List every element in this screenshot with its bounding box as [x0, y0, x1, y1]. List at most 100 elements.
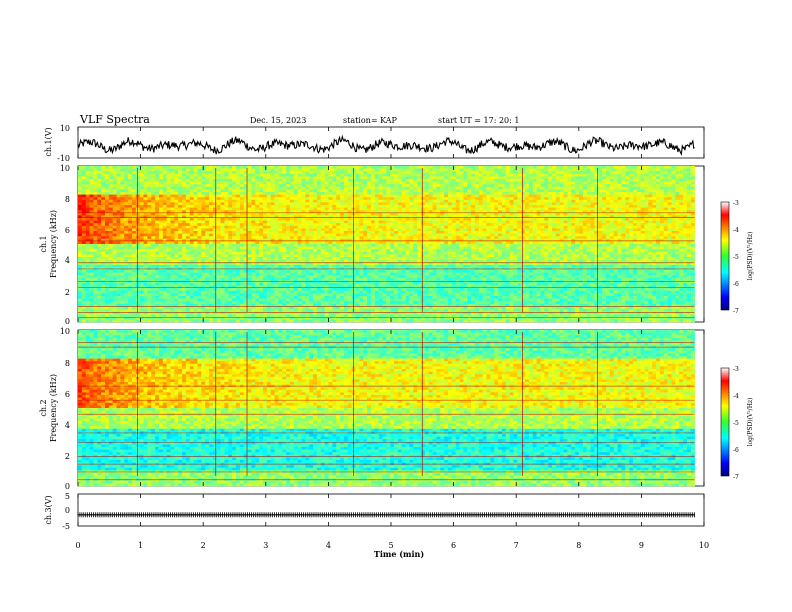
spectrogram-cell	[112, 181, 117, 185]
spectrogram-cell	[459, 215, 464, 219]
spectrogram-cell	[367, 176, 372, 180]
spectrogram-cell	[135, 207, 140, 211]
spectrogram-cell	[93, 231, 98, 234]
spectrogram-cell	[289, 238, 295, 242]
spectrogram-cell	[78, 192, 83, 195]
spectrogram-cell	[463, 171, 468, 175]
spectrogram-cell	[683, 207, 688, 211]
spectrogram-cell	[471, 168, 476, 172]
spectrogram-cell	[420, 225, 426, 229]
spectrogram-cell	[363, 228, 368, 232]
spectrogram-cell	[559, 184, 564, 188]
spectrogram-cell	[174, 205, 179, 208]
spectrogram-cell	[644, 212, 649, 216]
spectrogram-cell	[239, 212, 245, 216]
spectrogram-cell	[486, 210, 491, 214]
spectrogram-cell	[663, 215, 668, 219]
spectrogram-cell	[243, 233, 248, 237]
spectrogram-cell	[501, 189, 507, 193]
spectrogram-cell	[667, 241, 672, 245]
spectrogram-cell	[478, 238, 483, 242]
spectrogram-cell	[640, 186, 645, 190]
spectrogram-cell	[636, 220, 641, 224]
spectrogram-cell	[447, 186, 453, 190]
spectrogram-cell	[505, 186, 510, 190]
spectrogram-cell	[120, 231, 125, 234]
spectrogram-cell	[432, 210, 437, 214]
spectrogram-cell	[274, 181, 279, 185]
spectrogram-cell	[332, 192, 337, 195]
spectrogram-cell	[571, 233, 576, 237]
spectrogram-cell	[640, 238, 645, 242]
spectrogram-cell	[467, 218, 472, 221]
spectrogram-cell	[97, 220, 102, 224]
spectrogram-cell	[143, 210, 148, 214]
spectrogram-cell	[459, 197, 464, 201]
spectrogram-cell	[567, 205, 572, 208]
spectrogram-cell	[521, 207, 526, 211]
spectrogram-cell	[293, 241, 298, 245]
spectrogram-cell	[85, 210, 90, 214]
spectrogram-cell	[417, 205, 422, 208]
spectrogram-cell	[509, 186, 514, 190]
spectrogram-cell	[278, 171, 283, 175]
spectrogram-cell	[575, 210, 580, 214]
spectrogram-cell	[101, 233, 106, 237]
spectrogram-cell	[262, 184, 268, 188]
spectrogram-cell	[228, 225, 233, 229]
spectrogram-cell	[266, 241, 271, 245]
spectrogram-cell	[436, 238, 441, 242]
spectrogram-cell	[320, 197, 325, 201]
spectrogram-cell	[478, 244, 483, 247]
spectrogram-cell	[644, 181, 649, 185]
spectrogram-cell	[602, 202, 607, 206]
spectrogram-cell	[378, 197, 383, 201]
spectrogram-cell	[540, 181, 545, 185]
spectrogram-cell	[498, 225, 503, 229]
spectrogram-cell	[236, 184, 241, 188]
spectrogram-cell	[390, 207, 395, 211]
spectrogram-cell	[85, 241, 90, 245]
spectrogram-cell	[617, 220, 622, 224]
spectrogram-cell	[671, 233, 676, 237]
spectrogram-cell	[579, 220, 584, 224]
spectrogram-cell	[201, 173, 206, 177]
spectrogram-cell	[394, 223, 399, 227]
spectrogram-cell	[632, 186, 638, 190]
spectrogram-cell	[116, 197, 121, 201]
spectrogram-cell	[548, 241, 553, 245]
spectrogram-cell	[382, 220, 387, 224]
spectrogram-cell	[104, 207, 110, 211]
spectrogram-cell	[386, 186, 391, 190]
spectrogram-cell	[467, 244, 472, 247]
spectrogram-cell	[224, 215, 229, 219]
spectrogram-cell	[432, 231, 437, 234]
spectrogram-cell	[97, 186, 102, 190]
spectrogram-cell	[182, 220, 187, 224]
spectrogram-cell	[390, 244, 395, 247]
spectrogram-cell	[359, 194, 364, 198]
spectrogram-cell	[656, 179, 661, 182]
spectrogram-cell	[586, 186, 591, 190]
spectrogram-cell	[390, 202, 395, 206]
spectrogram-cell	[316, 192, 322, 195]
spectrogram-cell	[212, 228, 218, 232]
spectrogram-cell	[397, 171, 403, 175]
spectrogram-cell	[297, 176, 302, 180]
spectrogram-cell	[151, 194, 156, 198]
spectrogram-cell	[193, 189, 198, 193]
spectrogram-cell	[305, 192, 310, 195]
spectrogram-cell	[563, 228, 568, 232]
spectrogram-cell	[232, 218, 237, 221]
spectrogram-cell	[232, 233, 237, 237]
spectrogram-cell	[316, 199, 322, 203]
spectrogram-cell	[525, 197, 530, 201]
spectrogram-cell	[255, 238, 260, 242]
spectrogram-cell	[124, 220, 129, 224]
spectrogram-cell	[309, 215, 314, 219]
spectrogram-cell	[563, 210, 568, 214]
spectrogram-cell	[490, 212, 495, 216]
spectrogram-cell	[185, 197, 191, 201]
spectrogram-cell	[629, 233, 634, 237]
spectrogram-cell	[390, 223, 395, 227]
